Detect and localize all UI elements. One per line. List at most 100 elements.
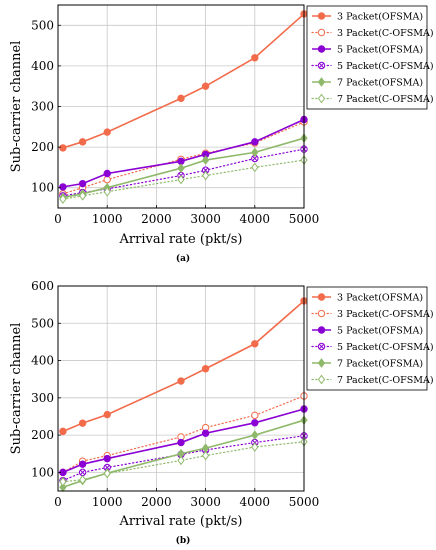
data-point — [201, 155, 210, 165]
y-tick-label: 200 — [31, 428, 54, 442]
data-point — [251, 430, 259, 440]
data-point — [201, 429, 210, 437]
chart-panel-2: 0 1000 2000 3000 4000 5000 100 200 300 400 500 600 A… — [9, 279, 434, 546]
data-point — [251, 54, 259, 62]
legend-label: 5 Packet(OFSMA) — [337, 45, 423, 56]
data-point — [103, 169, 111, 178]
legend-label: 3 Packet(C-OFSMA) — [337, 28, 434, 39]
y-tick-label: 500 — [31, 316, 54, 330]
y-tick-label: 100 — [31, 465, 54, 479]
legend-marker — [317, 28, 326, 37]
x-tick-label: 2000 — [141, 212, 172, 226]
y-axis-label: Sub-carrier channel — [9, 323, 24, 455]
data-point — [201, 82, 210, 90]
legend-marker — [317, 342, 326, 351]
data-point — [78, 419, 87, 427]
data-point — [103, 175, 111, 184]
series-1 — [59, 297, 308, 436]
series-6 — [59, 436, 308, 487]
legend-label: 5 Packet(C-OFSMA) — [337, 61, 434, 72]
series-3 — [59, 405, 308, 477]
series-6 — [59, 155, 308, 204]
data-point — [59, 144, 67, 152]
data-point — [78, 474, 87, 485]
y-tick-label: 300 — [31, 391, 54, 405]
legend-marker — [317, 61, 326, 70]
legend-entry: 3 Packet(OFSMA) — [312, 293, 423, 304]
data-point — [201, 450, 210, 461]
legend: 3 Packet(OFSMA) 3 Packet(C-OFSMA) 5 Packet… — [306, 286, 434, 391]
data-point — [103, 186, 111, 197]
x-tick-label: 3000 — [190, 212, 221, 226]
data-point — [78, 190, 87, 201]
data-point — [103, 468, 111, 479]
y-tick-label: 300 — [31, 100, 54, 114]
legend-label: 7 Packet(C-OFSMA) — [337, 375, 434, 386]
data-point — [78, 138, 87, 146]
x-tick-label: 1000 — [92, 495, 123, 509]
legend-entry: 7 Packet(OFSMA) — [312, 77, 423, 89]
data-point — [251, 147, 259, 158]
x-tick-label: 2000 — [141, 495, 172, 509]
data-point — [177, 438, 185, 447]
x-tick-label: 3000 — [190, 495, 221, 509]
y-tick-label: 100 — [31, 181, 54, 195]
legend-entry: 3 Packet(OFSMA) — [312, 12, 423, 23]
legend-label: 3 Packet(C-OFSMA) — [337, 309, 434, 320]
legend-box — [306, 5, 428, 110]
x-tick-label: 4000 — [240, 495, 271, 509]
legend-entry: 7 Packet(C-OFSMA) — [311, 93, 434, 105]
legend-entry: 3 Packet(C-OFSMA) — [311, 28, 434, 39]
data-point — [103, 454, 111, 463]
data-point — [201, 170, 210, 181]
data-point — [251, 411, 259, 420]
y-tick-label: 400 — [31, 354, 54, 368]
x-tick-label: 5000 — [289, 495, 320, 509]
x-tick-label: 0 — [54, 212, 62, 226]
legend-label: 7 Packet(OFSMA) — [337, 359, 423, 370]
y-tick-label: 600 — [31, 279, 54, 293]
legend-label: 3 Packet(OFSMA) — [337, 293, 423, 304]
legend-entry: 5 Packet(C-OFSMA) — [311, 61, 434, 72]
legend-entry: 7 Packet(C-OFSMA) — [311, 374, 434, 386]
legend-marker — [317, 358, 326, 368]
panel-label: (a) — [176, 253, 190, 264]
data-point — [251, 419, 259, 427]
x-axis-label: Arrival rate (pkt/s) — [119, 232, 243, 247]
legend-marker — [317, 293, 326, 301]
x-tick-label: 0 — [54, 495, 62, 509]
y-axis-label: Sub-carrier channel — [9, 41, 24, 173]
legend-marker — [317, 326, 326, 334]
x-axis-label: Arrival rate (pkt/s) — [119, 514, 243, 529]
legend-entry: 7 Packet(OFSMA) — [312, 358, 423, 370]
data-point — [177, 94, 185, 103]
data-point — [59, 194, 67, 204]
legend-label: 7 Packet(OFSMA) — [337, 78, 423, 89]
legend-entry: 3 Packet(C-OFSMA) — [311, 309, 434, 320]
legend-entry: 5 Packet(OFSMA) — [312, 326, 423, 337]
legend-entry: 5 Packet(C-OFSMA) — [311, 342, 434, 353]
data-point — [251, 442, 259, 452]
legend-label: 3 Packet(OFSMA) — [337, 12, 423, 23]
y-tick-label: 400 — [31, 59, 54, 73]
axes-frame — [57, 285, 305, 492]
legend-marker — [317, 12, 326, 20]
data-point — [59, 427, 67, 436]
data-point — [78, 460, 87, 468]
x-tick-label: 4000 — [240, 212, 271, 226]
data-point — [103, 128, 111, 136]
legend: 3 Packet(OFSMA) 3 Packet(C-OFSMA) 5 Packet… — [306, 5, 434, 110]
data-point — [177, 377, 185, 385]
series-3 — [59, 115, 308, 191]
data-point — [103, 410, 111, 419]
data-point — [59, 476, 67, 487]
legend-label: 5 Packet(OFSMA) — [337, 326, 423, 337]
data-point — [59, 183, 67, 191]
legend-marker — [317, 77, 326, 87]
x-tick-label: 5000 — [289, 212, 320, 226]
data-point — [251, 138, 259, 146]
data-point — [251, 162, 259, 173]
panel-label: (b) — [176, 535, 191, 546]
legend-marker — [317, 309, 326, 318]
